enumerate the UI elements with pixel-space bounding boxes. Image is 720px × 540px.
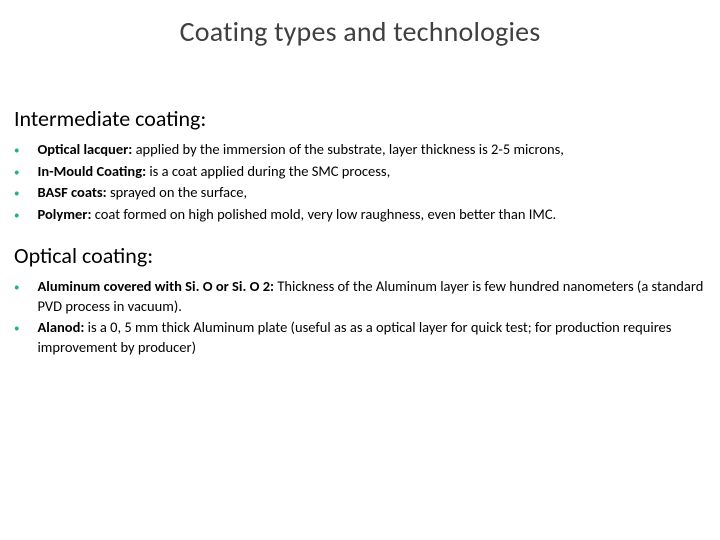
list-item: • Polymer: coat formed on high polished …	[14, 205, 718, 225]
list-item-text: Aluminum covered with Si. O or Si. O 2: …	[37, 277, 718, 316]
list-item: • Alanod: is a 0, 5 mm thick Aluminum pl…	[14, 318, 718, 357]
section-heading-optical: Optical coating:	[14, 242, 720, 269]
bullet-icon: •	[14, 144, 19, 159]
section-heading-intermediate: Intermediate coating:	[14, 105, 720, 132]
list-item-text: Optical lacquer: applied by the immersio…	[37, 140, 563, 160]
bullet-icon: •	[14, 187, 19, 202]
list-item: • Optical lacquer: applied by the immers…	[14, 140, 718, 160]
bullet-icon: •	[14, 281, 19, 296]
list-item-text: Polymer: coat formed on high polished mo…	[37, 205, 556, 225]
intermediate-list: • Optical lacquer: applied by the immers…	[14, 140, 720, 224]
slide: Coating types and technologies Intermedi…	[0, 14, 720, 540]
optical-list: • Aluminum covered with Si. O or Si. O 2…	[14, 277, 720, 357]
bullet-icon: •	[14, 322, 19, 337]
list-item: • Aluminum covered with Si. O or Si. O 2…	[14, 277, 718, 316]
list-item: • BASF coats: sprayed on the surface,	[14, 183, 718, 203]
bullet-icon: •	[14, 209, 19, 224]
slide-title: Coating types and technologies	[0, 14, 720, 49]
bullet-icon: •	[14, 166, 19, 181]
list-item-text: In-Mould Coating: is a coat applied duri…	[37, 162, 390, 182]
list-item-text: Alanod: is a 0, 5 mm thick Aluminum plat…	[37, 318, 718, 357]
list-item: • In-Mould Coating: is a coat applied du…	[14, 162, 718, 182]
list-item-text: BASF coats: sprayed on the surface,	[37, 183, 247, 203]
